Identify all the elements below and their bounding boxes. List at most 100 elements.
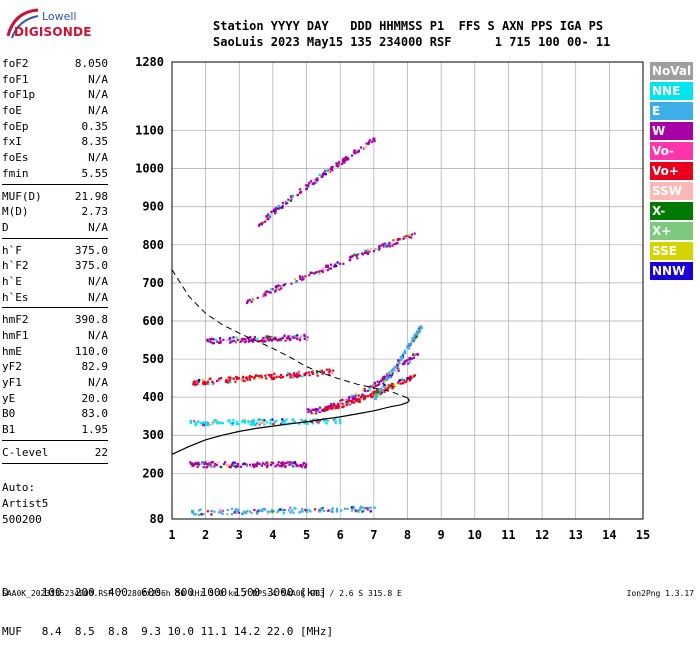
echo-point <box>393 365 396 368</box>
echo-point <box>273 372 276 375</box>
echo-point <box>311 422 315 425</box>
echo-point <box>235 336 238 339</box>
echo-point <box>261 221 264 224</box>
echo-point <box>401 353 405 356</box>
echo-point <box>296 193 299 196</box>
echo-point <box>228 419 231 422</box>
echo-point <box>276 284 279 288</box>
echo-point <box>202 424 205 427</box>
param-value: 5.55 <box>81 166 109 180</box>
echo-point <box>406 377 409 380</box>
echo-point <box>269 374 272 377</box>
echo-point <box>418 326 421 329</box>
x-tick-label: 7 <box>370 528 377 542</box>
echo-point <box>406 359 409 362</box>
echo-point <box>407 233 410 236</box>
echo-point <box>397 369 400 372</box>
echo-point <box>240 378 243 381</box>
echo-point <box>326 264 329 267</box>
echo-point <box>356 253 359 256</box>
echo-point <box>304 509 307 512</box>
echo-point <box>351 508 354 511</box>
x-tick-label: 3 <box>236 528 243 542</box>
legend-item-x: X+ <box>650 222 693 240</box>
echo-point <box>318 173 321 176</box>
echo-point <box>289 376 292 379</box>
echo-point <box>357 149 360 152</box>
echo-point <box>275 511 279 514</box>
echo-point <box>372 250 376 253</box>
legend-item-w: W <box>650 122 693 140</box>
echo-point <box>204 461 207 464</box>
echo-point <box>361 510 364 513</box>
echo-point <box>328 368 331 371</box>
echo-point <box>205 421 208 424</box>
echo-point <box>408 236 411 239</box>
echo-point <box>262 338 265 342</box>
echo-point <box>190 462 193 465</box>
echo-point <box>270 336 273 339</box>
x-tick-label: 12 <box>535 528 549 542</box>
echo-point <box>253 423 256 426</box>
echo-point <box>243 379 246 383</box>
echo-point <box>379 390 382 393</box>
echo-point <box>275 286 278 290</box>
muf-table: D 100 200 400 600 800 1000 1500 3000 [km… <box>2 560 333 651</box>
echo-point <box>289 195 292 198</box>
param-row: h`F 375.0 <box>2 243 108 259</box>
param-value: N/A <box>88 151 108 165</box>
echo-point <box>339 418 342 421</box>
echo-point <box>262 295 265 298</box>
echo-point <box>269 291 272 294</box>
echo-point <box>363 397 367 400</box>
echo-point <box>384 388 387 391</box>
echo-point <box>212 421 215 424</box>
echo-point <box>314 508 317 511</box>
y-tick-label: 1000 <box>135 162 164 176</box>
param-value: 1.95 <box>81 423 109 437</box>
echo-point <box>327 407 330 410</box>
echo-point <box>395 370 399 374</box>
echo-point <box>396 363 399 367</box>
echo-point <box>251 420 254 423</box>
echo-point <box>219 341 222 344</box>
param-row: yF1 N/A <box>2 375 108 391</box>
echo-point <box>278 464 281 467</box>
echo-point <box>236 420 239 424</box>
echo-point <box>273 376 276 379</box>
echo-point <box>300 335 303 338</box>
param-value: N/A <box>88 220 108 234</box>
echo-point <box>214 420 217 423</box>
param-row: B1 1.95 <box>2 422 108 438</box>
echo-point <box>336 404 339 407</box>
echo-point <box>201 424 204 427</box>
param-name: h`F2 <box>2 259 29 273</box>
echo-point <box>375 390 378 393</box>
echo-point <box>371 383 375 386</box>
echo-point <box>290 282 293 285</box>
echo-point <box>201 378 204 382</box>
echo-point <box>246 301 249 304</box>
echo-point <box>241 419 245 422</box>
echo-point <box>310 371 314 374</box>
echo-point <box>189 420 192 423</box>
echo-point <box>347 158 350 161</box>
echo-point <box>226 339 229 342</box>
echo-point <box>392 367 395 370</box>
echo-point <box>385 376 389 379</box>
echo-point <box>337 404 340 407</box>
echo-point <box>189 461 192 464</box>
echo-point <box>221 422 224 425</box>
echo-point <box>355 392 358 396</box>
echo-point <box>337 165 340 168</box>
echo-point <box>353 253 356 256</box>
echo-point <box>389 372 392 375</box>
echo-point <box>269 215 272 218</box>
echo-point <box>324 173 328 176</box>
echo-point <box>328 370 332 373</box>
echo-point <box>266 512 270 515</box>
echo-point <box>340 399 343 402</box>
echo-point <box>322 408 325 411</box>
echo-point <box>415 333 418 336</box>
echo-point <box>194 383 197 386</box>
